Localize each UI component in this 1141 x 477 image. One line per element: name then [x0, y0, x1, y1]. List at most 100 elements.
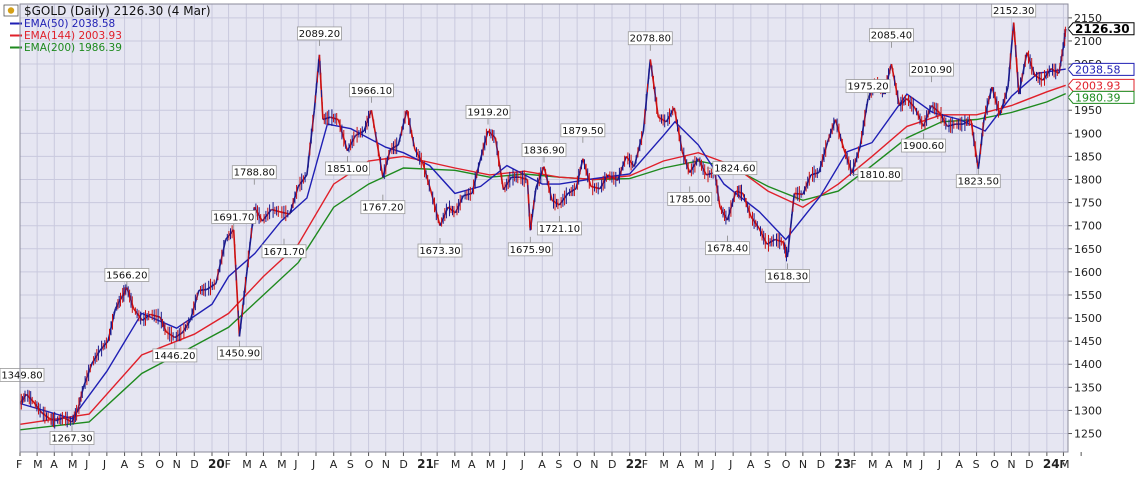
annotation-label: 1566.20 — [106, 270, 147, 281]
price-annotation: 1879.50 — [560, 123, 606, 143]
annotation-box — [909, 62, 954, 77]
price-annotation: 2085.40 — [869, 28, 914, 48]
price-annotation: 1675.90 — [507, 236, 553, 257]
annotation-box — [869, 28, 914, 43]
price-annotation: 1836.90 — [521, 143, 567, 163]
annotation-box — [901, 138, 946, 153]
x-tick-label: N — [799, 458, 807, 471]
x-tick-label: J — [502, 458, 506, 471]
annotation-box — [955, 174, 1001, 189]
annotation-label: 1836.90 — [523, 145, 564, 156]
annotation-label: 1810.80 — [859, 170, 900, 181]
x-tick-label: N — [1007, 458, 1015, 471]
annotation-box — [417, 243, 463, 258]
price-annotation: 1919.20 — [465, 105, 511, 125]
x-tick-label: M — [486, 458, 496, 471]
x-tick-label: F — [1059, 458, 1065, 471]
x-tick-label: J — [311, 458, 315, 471]
annotation-box — [325, 161, 370, 176]
x-tick-label: S — [347, 458, 354, 471]
annotation-label: 2152.30 — [993, 6, 1034, 17]
y-tick-label: 1700 — [1074, 220, 1102, 233]
x-tick-label: J — [728, 458, 732, 471]
price-annotation: 1691.70 — [211, 210, 257, 230]
annotation-box — [537, 221, 582, 236]
y-tick-label: 1900 — [1074, 127, 1102, 140]
price-annotation: 1618.30 — [765, 263, 810, 283]
x-tick-label: N — [590, 458, 598, 471]
last-value-tag-box — [1067, 78, 1135, 92]
plot-border — [19, 3, 1069, 453]
y-tick-label: 1400 — [1074, 358, 1102, 371]
price-annotation: 1446.20 — [152, 342, 198, 363]
annotation-label: 1673.30 — [419, 246, 460, 257]
x-tick-label: O — [573, 458, 582, 471]
x-tick-label: M — [694, 458, 704, 471]
y-tick-label: 2150 — [1074, 12, 1102, 25]
x-tick-label: F — [433, 458, 439, 471]
annotation-label: 1900.60 — [903, 141, 944, 152]
annotation-box — [261, 244, 307, 259]
price-annotation: 2078.80 — [627, 31, 673, 51]
price-series — [19, 22, 1067, 429]
annotation-label: 1823.50 — [958, 177, 999, 188]
last-value-tag: 2003.93 — [1067, 78, 1135, 92]
y-tick-label: 1550 — [1074, 289, 1102, 302]
x-tick-label: A — [955, 458, 963, 471]
gold-coin-icon — [7, 7, 15, 14]
x-tick-label: M — [277, 458, 287, 471]
x-tick-label: D — [399, 458, 407, 471]
annotation-box — [765, 269, 810, 283]
y-tick-label: 1800 — [1074, 174, 1102, 187]
price-annotation: 1267.30 — [49, 425, 95, 445]
y-tick-label: 1600 — [1074, 266, 1102, 279]
price-annotation: 1966.10 — [349, 83, 394, 103]
x-tick-label: F — [850, 458, 856, 471]
annotation-label: 1446.20 — [154, 351, 195, 362]
price-annotation: 1851.00 — [325, 155, 370, 176]
y-tick-label: 1450 — [1074, 335, 1102, 348]
annotation-box — [0, 368, 45, 382]
ema144-line — [19, 84, 1066, 425]
annotation-box — [465, 105, 511, 119]
annotation-label: 1966.10 — [351, 86, 392, 97]
x-tick-label: O — [155, 458, 164, 471]
y-tick-label: 1650 — [1074, 243, 1102, 256]
price-annotation: 1678.40 — [705, 235, 750, 256]
y-tick-label: 1750 — [1074, 197, 1102, 210]
last-value-tag: 1980.39 — [1067, 90, 1135, 104]
x-tick-label: M — [451, 458, 461, 471]
annotation-box — [521, 143, 567, 157]
annotation-box — [560, 123, 606, 138]
x-tick-label: A — [885, 458, 893, 471]
price-annotation: 1671.70 — [261, 238, 307, 259]
last-value-tag: 2038.58 — [1067, 62, 1135, 76]
x-tick-label: M — [659, 458, 669, 471]
annotation-label: 2078.80 — [630, 34, 671, 45]
annotation-label: 2089.20 — [299, 29, 340, 40]
annotation-label: 1349.80 — [1, 370, 42, 381]
last-value-tag-box — [1067, 62, 1135, 76]
x-tick-label: D — [817, 458, 825, 471]
annotation-box — [152, 348, 198, 363]
x-tick-label: O — [990, 458, 999, 471]
price-annotation: 1450.90 — [217, 340, 262, 361]
annotation-label: 1267.30 — [51, 434, 92, 445]
x-tick-label: A — [259, 458, 267, 471]
annotation-label: 1879.50 — [562, 126, 603, 137]
x-tick-label: A — [677, 458, 685, 471]
x-tick-label: F — [642, 458, 648, 471]
legend: $GOLD (Daily) 2126.30 (4 Mar) EMA(50) 20… — [3, 4, 211, 54]
x-tick-label: J — [937, 458, 941, 471]
annotation-label: 1678.40 — [707, 244, 748, 255]
x-tick-label: M — [1060, 458, 1070, 471]
x-tick-label: 24 — [1043, 457, 1060, 471]
x-tick-label: J — [520, 458, 524, 471]
x-tick-label: J — [102, 458, 106, 471]
last-value-tag-label: 2126.30 — [1075, 22, 1130, 36]
annotation-label: 1851.00 — [327, 164, 368, 175]
annotation-label: 1788.80 — [234, 168, 275, 179]
price-annotation: 1673.30 — [417, 238, 463, 258]
